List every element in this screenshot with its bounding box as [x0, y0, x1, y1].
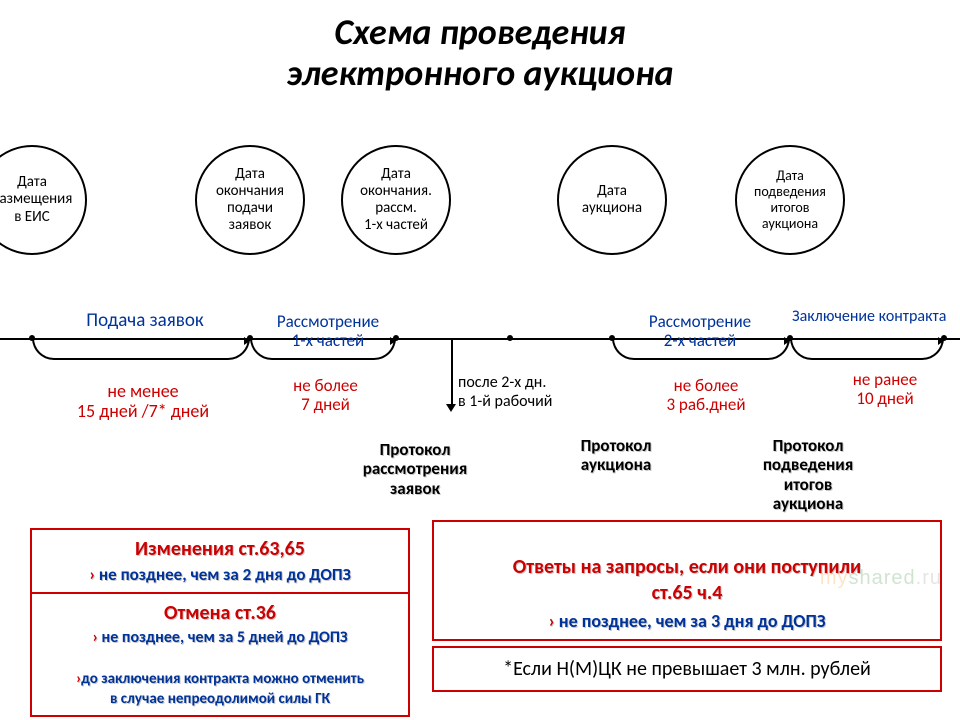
node-label: Дата окончания подачи заявок [216, 166, 284, 235]
box-bullet: › не позднее, чем за 3 дня до ДОПЗ [446, 610, 928, 633]
phase-label-below: не более 7 дней [258, 356, 393, 415]
tick [507, 335, 513, 341]
box-title: Изменения ст.63,65 [44, 536, 396, 562]
node-label: Дата аукциона [582, 183, 642, 218]
arc-arrow [390, 337, 396, 345]
footnote-text: *Если Н(М)ЦК не превышает 3 млн. рублей [446, 656, 928, 682]
box-bullet: › не позднее, чем за 2 дня до ДОПЗ [44, 564, 396, 586]
arc-arrow [938, 337, 944, 345]
box-cancel: Отмена ст.36 › не позднее, чем за 5 дней… [30, 592, 410, 717]
watermark: myshared.ru [820, 567, 942, 590]
drop-line [451, 338, 453, 408]
box-footnote: *Если Н(М)ЦК не превышает 3 млн. рублей [432, 646, 942, 692]
phase-label-mid: после 2-х дн. в 1-й рабочий [458, 356, 608, 411]
box-changes: Изменения ст.63,65 › не позднее, чем за … [30, 528, 410, 594]
drop-arrow [446, 404, 456, 412]
protocol-label: Протокол аукциона [546, 416, 686, 475]
node-date-end-submission: Дата окончания подачи заявок [195, 145, 305, 255]
chevron-icon: › [89, 564, 95, 585]
node-label: Дата подведения итогов аукциона [754, 168, 826, 232]
node-date-placement: Дата размещения в ЕИС [0, 145, 87, 255]
phase-arc [32, 338, 250, 360]
node-date-results: Дата подведения итогов аукциона [735, 145, 845, 255]
protocol-label: Протокол подведения итогов аукциона [728, 416, 888, 514]
phase-label-below: не ранее 10 дней [820, 350, 950, 409]
node-date-end-review1: Дата окончания. рассм. 1-х частей [341, 145, 451, 255]
box-bullet: › не позднее, чем за 5 дней до ДОПЗ [44, 628, 396, 649]
page-title: Схема проведения электронного аукциона [0, 0, 960, 95]
box-bullet: ›до заключения контракта можно отменить … [44, 651, 396, 710]
chevron-icon: › [92, 628, 98, 647]
phase-label-above: Подача заявок [60, 310, 230, 332]
node-date-auction: Дата аукциона [557, 145, 667, 255]
phase-label-below: не менее 15 дней /7* дней [48, 360, 238, 422]
node-label: Дата окончания. рассм. 1-х частей [360, 166, 432, 235]
phase-label-above: Заключение контракта [792, 308, 960, 326]
box-title: Отмена ст.36 [44, 600, 396, 626]
chevron-icon: › [548, 610, 554, 632]
protocol-label: Протокол рассмотрения заявок [335, 420, 495, 498]
title-line-1: Схема проведения [334, 10, 625, 54]
node-label: Дата размещения в ЕИС [0, 174, 72, 226]
phase-label-below: не более 3 раб.дней [636, 356, 776, 415]
title-line-2: электронного аукциона [286, 51, 673, 95]
